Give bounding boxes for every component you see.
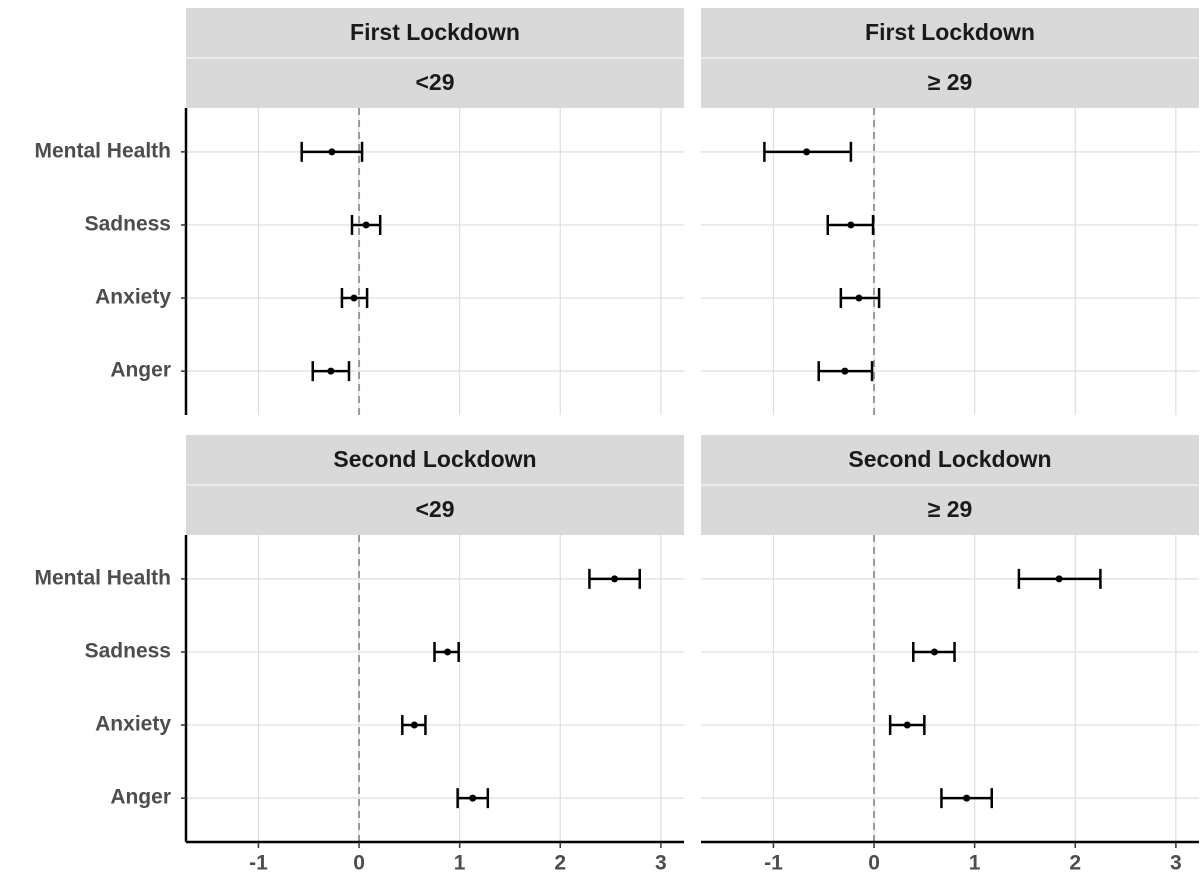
point [444,648,452,656]
point [611,575,619,583]
x-tick-label: -1 [764,852,783,875]
strip-label: First Lockdown [865,19,1035,45]
strip [186,485,684,535]
x-tick-label: 2 [554,852,566,875]
x-tick-label: -1 [249,852,268,875]
y-tick-label: Anger [110,359,171,382]
y-tick-label: Anxiety [95,713,171,736]
point [1055,575,1063,583]
point [350,294,358,302]
y-tick-label: Mental Health [34,139,171,162]
x-tick-label: 3 [655,852,667,875]
point [930,648,938,656]
strip [701,485,1199,535]
y-tick-label: Anger [110,786,171,809]
point [410,721,418,729]
x-tick-label: 2 [1069,852,1081,875]
strip [186,58,684,108]
y-tick-label: Sadness [85,639,171,662]
y-tick-label: Mental Health [34,566,171,589]
point [328,148,336,156]
strip [186,8,684,58]
strip-label: Second Lockdown [333,446,536,472]
strip-label: Second Lockdown [848,446,1051,472]
x-tick-label: 1 [969,852,981,875]
x-tick-label: 1 [454,852,466,875]
strip [186,435,684,485]
x-tick-label: 3 [1170,852,1182,875]
point [469,794,477,802]
point [963,794,971,802]
x-tick-label: 0 [353,852,365,875]
point [847,221,855,229]
point [855,294,863,302]
x-tick-label: 0 [868,852,880,875]
strip [701,435,1199,485]
strip-label: ≥ 29 [928,496,973,522]
strip-label: <29 [415,69,454,95]
point [803,148,811,156]
strip-label: <29 [415,496,454,522]
point [903,721,911,729]
y-tick-label: Sadness [85,212,171,235]
point [327,367,335,375]
point [362,221,370,229]
y-tick-label: Anxiety [95,286,171,309]
strip-label: First Lockdown [350,19,520,45]
strip [701,8,1199,58]
point [841,367,849,375]
strip [701,58,1199,108]
strip-label: ≥ 29 [928,69,973,95]
